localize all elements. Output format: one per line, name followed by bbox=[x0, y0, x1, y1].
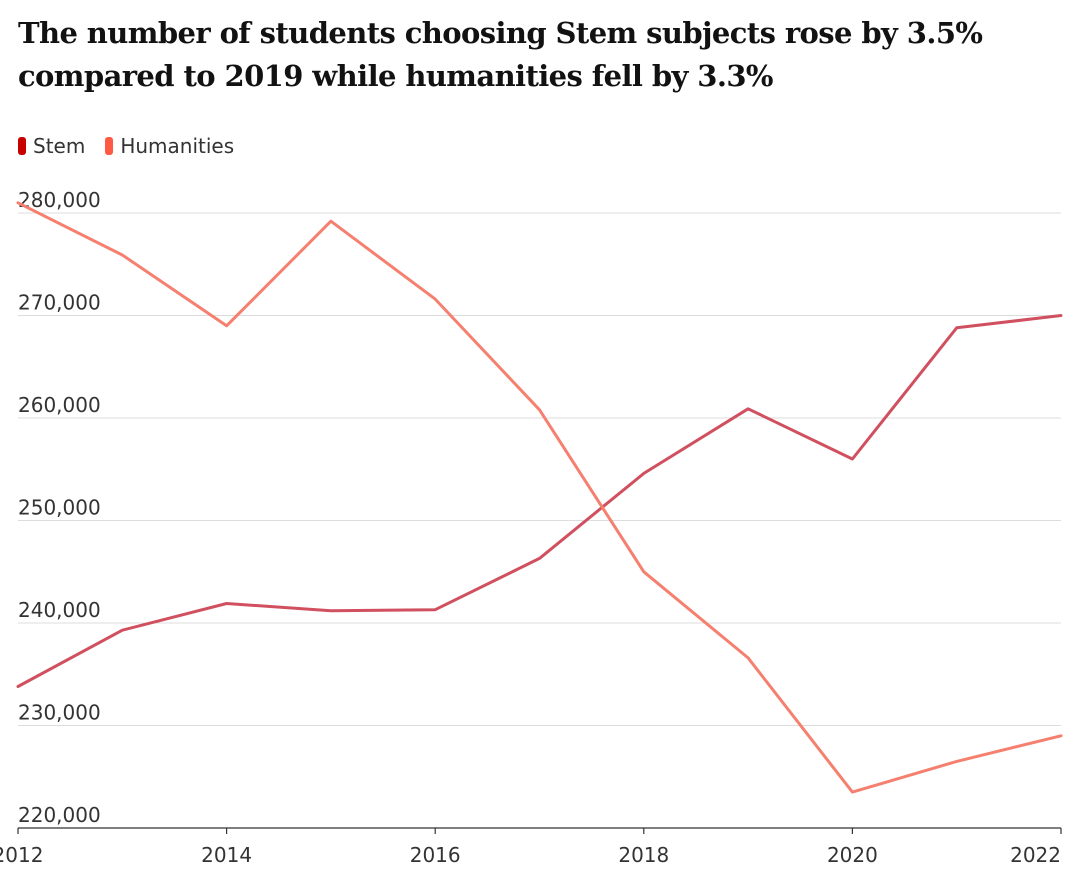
x-tick-label: 2014 bbox=[201, 843, 252, 867]
y-tick-label: 230,000 bbox=[18, 701, 101, 725]
legend-item-humanities: Humanities bbox=[105, 134, 234, 158]
y-tick-label: 260,000 bbox=[18, 393, 101, 417]
y-tick-label: 220,000 bbox=[18, 803, 101, 827]
y-tick-label: 270,000 bbox=[18, 291, 101, 315]
legend-swatch-humanities bbox=[105, 137, 114, 155]
x-tick-label: 2022 bbox=[1010, 843, 1061, 867]
series-line-stem bbox=[16, 314, 1063, 688]
y-tick-label: 240,000 bbox=[18, 598, 101, 622]
x-tick-label: 2018 bbox=[618, 843, 669, 867]
legend-label-humanities: Humanities bbox=[120, 134, 235, 158]
chart-legend: Stem Humanities bbox=[18, 134, 254, 158]
y-tick-label: 250,000 bbox=[18, 496, 101, 520]
x-tick-label: 2020 bbox=[827, 843, 878, 867]
y-tick-label: 280,000 bbox=[18, 188, 101, 212]
legend-label-stem: Stem bbox=[33, 134, 86, 158]
x-tick-label: 2016 bbox=[410, 843, 461, 867]
legend-item-stem: Stem bbox=[18, 134, 85, 158]
legend-swatch-stem bbox=[18, 137, 26, 155]
series-line-humanities bbox=[16, 201, 1063, 794]
x-tick-label: 2012 bbox=[0, 843, 43, 867]
chart-title: The number of students choosing Stem sub… bbox=[18, 16, 983, 93]
